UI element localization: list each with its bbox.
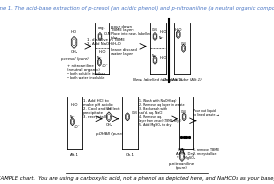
Text: H₂O: H₂O [159,56,167,60]
Text: 1. dissolve in TBME: 1. dissolve in TBME [87,38,125,42]
Text: TBME layer:: TBME layer: [110,29,133,33]
Polygon shape [98,32,102,40]
Text: layer from vessel (TBME, Dry*): layer from vessel (TBME, Dry*) [139,119,181,123]
Text: (neutral organic): (neutral organic) [67,68,99,72]
Text: H₂O: H₂O [98,50,106,54]
Text: 5. Add MgSO₄ to dry: 5. Add MgSO₄ to dry [139,123,172,127]
Text: H₂O: H₂O [175,29,182,32]
Text: p-OHBB (pure): p-OHBB (pure) [95,132,123,136]
Text: -O⁻: -O⁻ [101,64,108,68]
Polygon shape [180,152,184,162]
Text: 1. Wash with NaOH(aq): 1. Wash with NaOH(aq) [139,99,177,103]
Text: 3. recrystallize: 3. recrystallize [83,115,112,119]
Text: • both soluble in ether: • both soluble in ether [67,72,105,76]
Text: Na⁺: Na⁺ [152,54,158,58]
Text: Alt.1: Alt.1 [70,153,79,157]
Text: O₂N: O₂N [152,29,158,32]
Text: Na⁺: Na⁺ [70,115,75,119]
Text: 2. recrystallize: 2. recrystallize [193,152,216,155]
Text: H₂O: H₂O [159,31,167,34]
Text: Place into new, labelled: Place into new, labelled [110,32,151,36]
Polygon shape [71,118,74,126]
Text: 4. Remove aq.: 4. Remove aq. [139,115,162,119]
Text: CH₃: CH₃ [105,123,113,127]
Text: CH₃: CH₃ [70,50,78,54]
Text: + nitroaniline: + nitroaniline [67,64,93,68]
Text: 1. Add HCl to: 1. Add HCl to [83,99,109,103]
Text: water layer: water layer [110,52,133,56]
Text: * = MgSO₄: * = MgSO₄ [176,155,195,160]
Text: to lined waste →: to lined waste → [193,113,219,117]
Text: HO: HO [71,31,77,34]
Polygon shape [126,113,129,121]
Text: 1. remove TBME: 1. remove TBME [193,148,219,152]
Text: • both water insoluble: • both water insoluble [67,76,104,80]
Text: O₂N: O₂N [132,111,138,115]
Text: pour down: pour down [110,24,132,29]
Text: This is an EXAMPLE chart.  You are using a carboxylic acid, not a phenol as depi: This is an EXAMPLE chart. You are using … [0,176,274,181]
Text: leave discard: leave discard [110,48,136,52]
Text: Na⁺: Na⁺ [159,36,165,40]
Text: Original tube (Alt.1): Original tube (Alt.1) [162,78,201,82]
Polygon shape [71,36,77,48]
Polygon shape [182,113,186,121]
Text: Pour out liquid: Pour out liquid [193,109,216,113]
Text: (pure): (pure) [176,167,188,170]
Polygon shape [176,31,180,38]
Text: New, labelled tube (Alt.1): New, labelled tube (Alt.1) [133,78,182,82]
Text: OH: OH [106,107,112,111]
Text: -O⁻: -O⁻ [73,125,80,129]
Polygon shape [153,32,157,40]
Text: Alt.1. Dry: Alt.1. Dry [176,152,195,155]
Text: precipitate: precipitate [83,111,104,115]
Text: O₂N: O₂N [104,32,112,36]
Text: tube.: tube. [110,36,119,40]
Text: 2. Remove aq layer in waste: 2. Remove aq layer in waste [139,103,185,107]
Text: p-cresol (pure): p-cresol (pure) [60,57,89,61]
Text: Na⁺: Na⁺ [96,56,102,60]
Text: O₂N: O₂N [181,110,187,114]
Text: Scheme 1. The acid-base extraction of p-cresol (an acidic phenol) and p-nitroani: Scheme 1. The acid-base extraction of p-… [0,6,274,11]
Polygon shape [98,58,101,66]
Text: Ch.1: Ch.1 [125,153,135,157]
Text: p-nitroaniline: p-nitroaniline [169,162,195,167]
Text: O₂N: O₂N [181,42,186,46]
Text: org.: org. [98,26,106,31]
Polygon shape [153,56,157,64]
Text: make pH acidic: make pH acidic [83,103,113,107]
Text: 2. Add NaOH/H₂O: 2. Add NaOH/H₂O [87,42,121,46]
Text: sat'd. aq. NaCl: sat'd. aq. NaCl [139,111,162,115]
Text: O₂N: O₂N [178,148,186,152]
Text: 3. Backwash with: 3. Backwash with [139,107,167,111]
Polygon shape [107,112,111,122]
Text: H₂O: H₂O [71,103,78,107]
Polygon shape [182,44,185,52]
Text: 2. Cool and collect: 2. Cool and collect [83,107,120,111]
